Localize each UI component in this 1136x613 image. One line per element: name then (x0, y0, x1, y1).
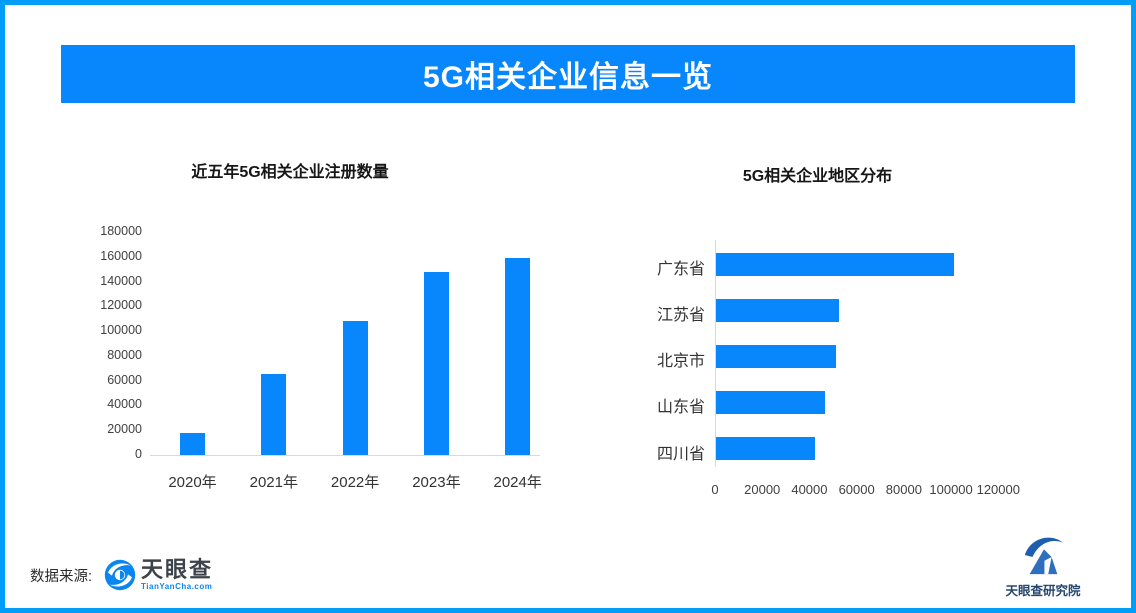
year-label: 2024年 (493, 474, 542, 491)
year-bar (342, 321, 368, 455)
data-source-label: 数据来源: (30, 568, 93, 585)
region-bar (716, 344, 837, 368)
tianyancha-name: 天眼查 (141, 557, 214, 582)
y-axis-tick: 40000 (107, 397, 142, 412)
region-label: 北京市 (656, 353, 705, 371)
y-axis-tick: 100000 (100, 323, 142, 338)
y-axis-tick: 20000 (107, 422, 142, 437)
x-axis-tick: 100000 (929, 482, 973, 497)
year-bar (505, 258, 531, 455)
region-label: 广东省 (656, 261, 705, 278)
y-axis-tick: 180000 (100, 224, 142, 238)
year-bar (180, 432, 205, 455)
institute-mountain-icon (1020, 535, 1066, 577)
region-bar (716, 252, 955, 276)
y-axis-tick: 0 (135, 447, 142, 461)
y-axis-tick: 140000 (100, 273, 142, 288)
x-axis-line (150, 455, 540, 456)
institute-logo: 天眼查研究院 (993, 535, 1093, 599)
x-axis-tick: 120000 (976, 482, 1020, 497)
y-axis-tick: 80000 (107, 347, 142, 362)
year-label: 2021年 (249, 474, 298, 491)
year-bar (261, 374, 287, 455)
x-axis-tick: 40000 (791, 482, 828, 497)
tianyancha-eye-icon (104, 559, 136, 591)
region-label: 山东省 (656, 399, 705, 417)
y-axis-tick: 120000 (100, 298, 142, 313)
year-label: 2020年 (168, 474, 217, 491)
x-axis-tick: 20000 (744, 482, 781, 497)
region-bar (716, 298, 839, 322)
institute-name: 天眼查研究院 (1005, 584, 1081, 598)
title-banner: 5G相关企业信息一览 (61, 45, 1075, 103)
tianyancha-logo: 天眼查 TianYanCha.com (104, 559, 213, 591)
year-bar (423, 271, 449, 455)
year-label: 2023年 (412, 474, 461, 491)
registrations-chart-title: 近五年5G相关企业注册数量 (191, 164, 389, 181)
x-axis-tick: 60000 (838, 482, 875, 497)
region-label: 四川省 (656, 445, 705, 463)
tianyancha-logo-text: 天眼查 TianYanCha.com (141, 557, 214, 592)
y-axis-line (715, 240, 716, 467)
y-axis-tick: 60000 (107, 372, 142, 387)
x-axis-tick: 80000 (885, 482, 922, 497)
year-label: 2022年 (330, 474, 380, 491)
regions-chart-title: 5G相关企业地区分布 (742, 168, 893, 185)
region-bar (716, 390, 825, 414)
y-axis-tick: 160000 (100, 248, 142, 263)
tianyancha-url-text: TianYanCha.com (141, 582, 213, 591)
region-bar (716, 437, 816, 461)
x-axis-tick: 0 (711, 482, 719, 497)
page-title: 5G相关企业信息一览 (422, 61, 714, 94)
data-source-row: 数据来源: 天眼查 TianYanCha.com (30, 553, 213, 597)
region-label: 江苏省 (656, 307, 705, 325)
